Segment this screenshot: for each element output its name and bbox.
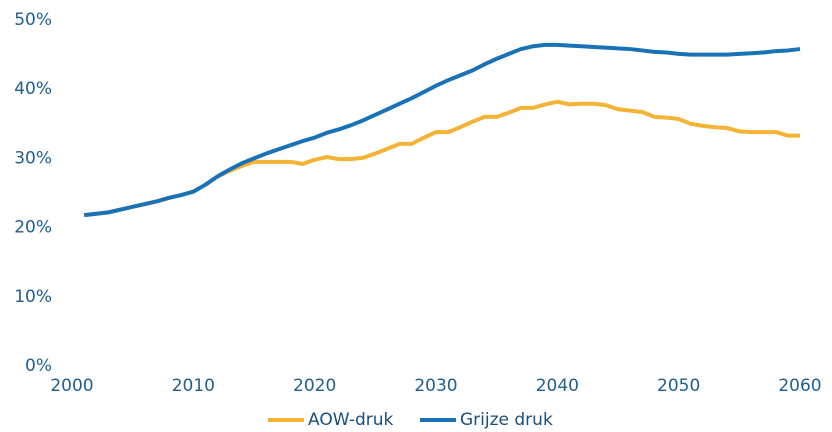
x-tick-label: 2050 [657, 376, 700, 396]
legend-label: AOW-druk [308, 410, 394, 430]
x-tick-label: 2000 [50, 376, 93, 396]
y-tick-label: 10% [14, 287, 52, 307]
legend-label: Grijze druk [460, 410, 553, 430]
y-tick-label: 0% [25, 356, 52, 376]
x-tick-label: 2060 [778, 376, 821, 396]
y-tick-label: 40% [14, 79, 52, 99]
y-tick-label: 20% [14, 218, 52, 238]
line [83, 42, 801, 218]
line [83, 99, 800, 218]
x-tick-label: 2030 [414, 376, 457, 396]
x-tick-label: 2040 [536, 376, 579, 396]
x-tick-label: 2010 [172, 376, 215, 396]
y-tick-label: 50% [14, 10, 52, 30]
x-tick-label: 2020 [293, 376, 336, 396]
y-tick-label: 30% [14, 148, 52, 168]
